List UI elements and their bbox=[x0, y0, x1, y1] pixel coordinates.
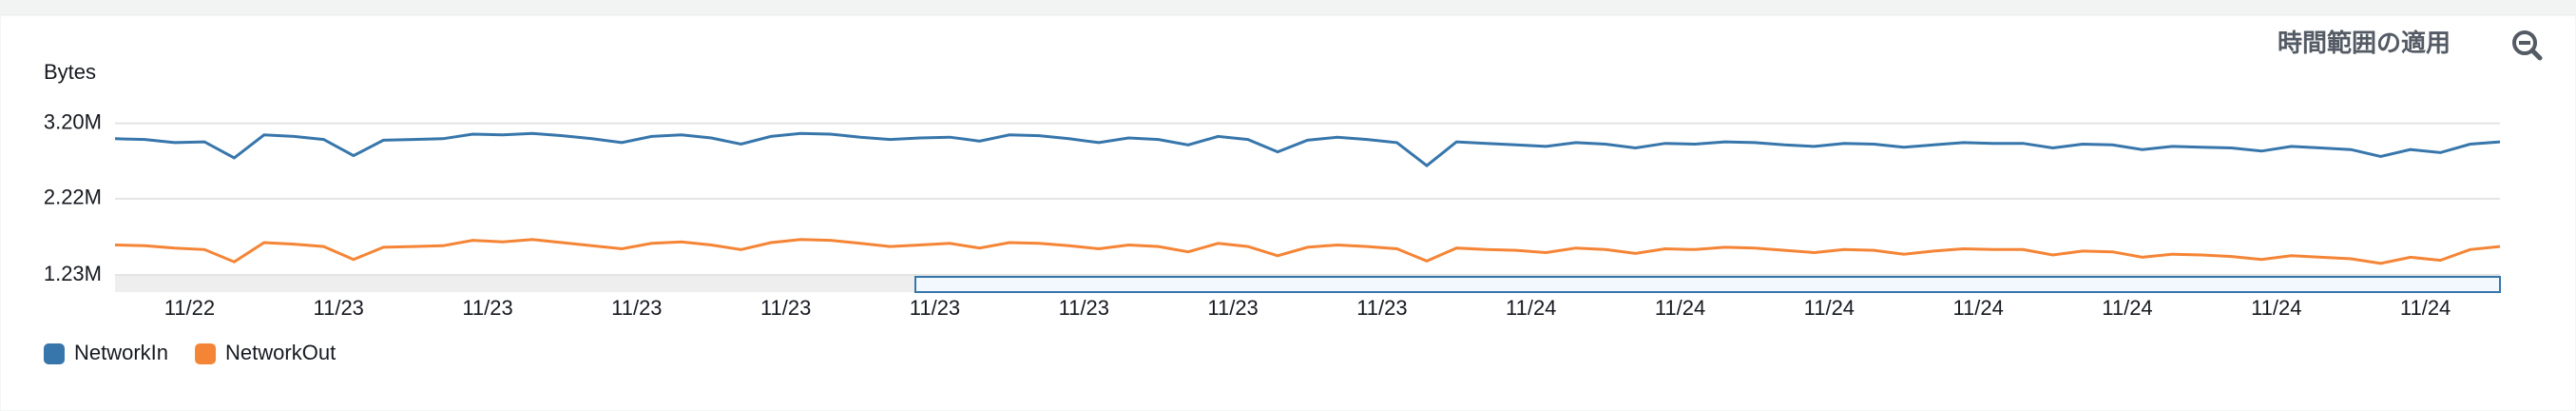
x-tick-label: 11/24 bbox=[1804, 296, 1855, 320]
x-tick-label: 11/24 bbox=[1506, 296, 1556, 320]
x-tick-label: 11/23 bbox=[1059, 296, 1109, 320]
x-tick-label: 11/24 bbox=[2400, 296, 2451, 320]
legend-swatch bbox=[44, 343, 65, 364]
zoom-icon[interactable] bbox=[2512, 30, 2543, 61]
x-tick-label: 11/24 bbox=[1952, 296, 2003, 320]
x-tick-label: 11/24 bbox=[2251, 296, 2301, 320]
series-line bbox=[114, 131, 2501, 168]
x-tick-label: 11/23 bbox=[462, 296, 512, 320]
x-tick-label: 11/24 bbox=[2102, 296, 2152, 320]
legend-label: NetworkOut bbox=[225, 341, 336, 364]
x-tick-label: 11/23 bbox=[314, 296, 364, 320]
legend-label: NetworkIn bbox=[74, 341, 168, 364]
y-axis-label: Bytes bbox=[44, 60, 96, 84]
x-tick-label: 11/23 bbox=[760, 296, 811, 320]
y-tick-label: 2.22M bbox=[44, 186, 102, 209]
x-tick-label: 11/23 bbox=[611, 296, 662, 320]
navigator-selection[interactable] bbox=[914, 276, 2501, 293]
x-tick-label: 11/23 bbox=[1207, 296, 1258, 320]
x-tick-label: 11/22 bbox=[164, 296, 215, 320]
y-tick-label: 1.23M bbox=[44, 262, 102, 285]
y-tick-label: 3.20M bbox=[44, 109, 102, 133]
panel bbox=[0, 14, 2576, 411]
navigator-track bbox=[115, 275, 915, 292]
x-tick-label: 11/24 bbox=[1655, 296, 1705, 320]
series-line bbox=[114, 238, 2501, 265]
legend-swatch bbox=[195, 343, 217, 364]
header-action[interactable]: 時間範囲の適用 bbox=[2278, 29, 2451, 57]
x-tick-label: 11/23 bbox=[1356, 296, 1407, 320]
x-tick-label: 11/23 bbox=[910, 296, 960, 320]
